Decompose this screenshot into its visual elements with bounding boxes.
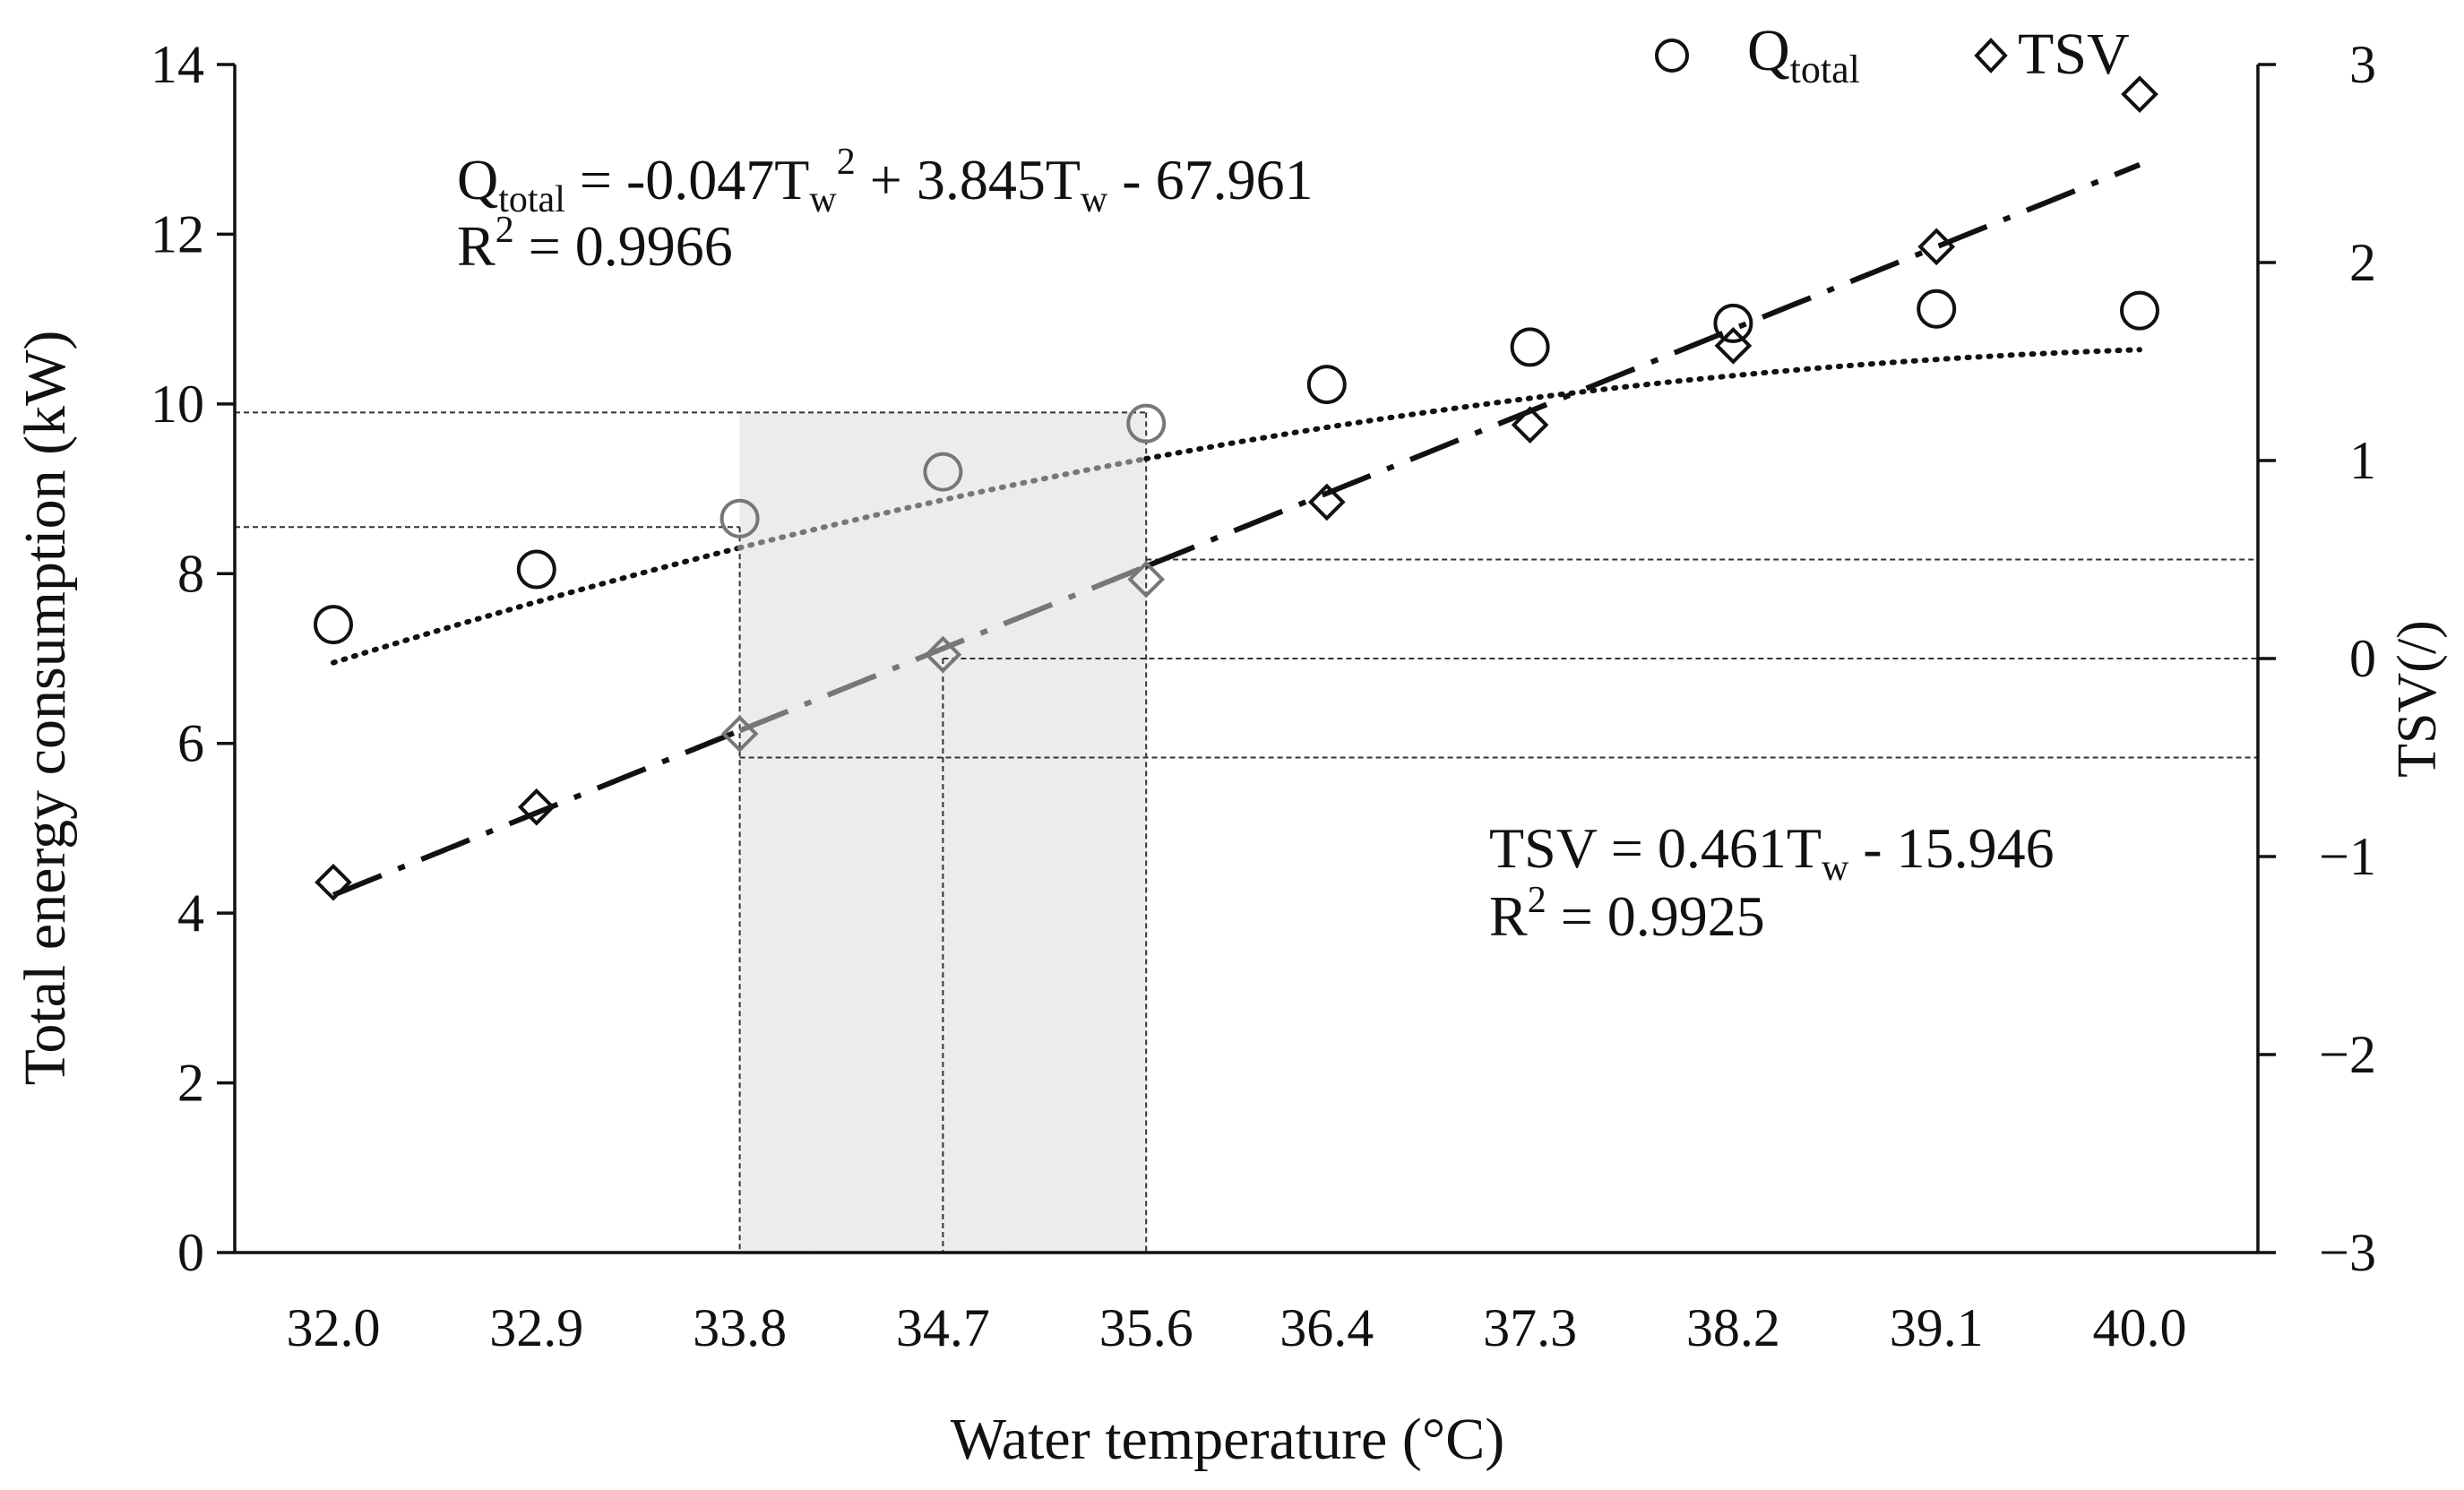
tsv-point <box>314 863 352 901</box>
q-eq-symbol: Q <box>457 148 498 211</box>
q-r-squared: R2 = 0.9966 <box>457 210 733 278</box>
tsv-point <box>517 788 556 826</box>
y-tick-label: 14 <box>151 35 204 94</box>
y-axis-title: Total energy consumption (kW) <box>13 331 78 1086</box>
q-eq-w2: w <box>1081 179 1108 220</box>
y2-tick-label: −3 <box>2319 1223 2376 1282</box>
q-r2-sup: 2 <box>495 210 514 251</box>
tsv-r2-value: = 0.9925 <box>1546 884 1765 948</box>
q-regression-equation: Qtotal = -0.047Tw2 + 3.845Tw - 67.961 <box>457 142 1314 220</box>
x-tick-label: 39.1 <box>1890 1298 1984 1357</box>
tsv-regression-equation: TSV = 0.461Tw - 15.946 <box>1489 816 2055 889</box>
q-total-point <box>1713 303 1753 343</box>
reference-lines-layer <box>235 411 2258 1253</box>
tsv-point <box>2121 75 2158 113</box>
x-tick-label: 35.6 <box>1099 1298 1193 1357</box>
q-trendline-right <box>1143 347 2142 461</box>
legend-q-symbol: Q <box>1747 18 1790 83</box>
q-trendline-band <box>737 455 1150 551</box>
legend-tsv-label: TSV <box>2018 22 2130 87</box>
y-tick-label: 2 <box>177 1054 204 1113</box>
q-total-point <box>516 549 556 590</box>
legend-circle-marker <box>1655 39 1689 73</box>
y2-tick-label: 2 <box>2349 233 2376 292</box>
x-tick-label: 38.2 <box>1686 1298 1780 1357</box>
q-total-point <box>314 605 353 645</box>
q-eq-part2: + 3.845T <box>856 148 1081 211</box>
tsv-trendline-left <box>332 728 741 898</box>
y2-tick-label: 1 <box>2349 431 2376 490</box>
q-eq-part1: = -0.047T <box>565 148 810 211</box>
x-tick-label: 40.0 <box>2093 1298 2187 1357</box>
tsv-trendline-band <box>738 564 1148 734</box>
x-tick-label: 32.0 <box>287 1298 381 1357</box>
q-total-point <box>923 452 963 492</box>
x-tick-label: 37.3 <box>1483 1298 1577 1357</box>
q-r2-symbol: R <box>457 214 495 278</box>
y2-tick-label: 0 <box>2349 629 2376 688</box>
tsv-point <box>1511 406 1549 444</box>
tsv-r-squared: R2 = 0.9925 <box>1489 880 1765 948</box>
tsv-point <box>1714 326 1753 365</box>
q-trendline-left <box>331 545 743 666</box>
q-r2-value: = 0.9966 <box>514 214 733 278</box>
y-tick-label: 12 <box>151 204 204 263</box>
q-eq-sup: 2 <box>837 142 856 183</box>
q-total-point <box>1510 327 1550 367</box>
q-eq-w1: w <box>809 179 837 220</box>
q-total-point <box>1306 365 1347 405</box>
q-total-point <box>1917 289 1957 329</box>
tsv-r2-symbol: R <box>1489 884 1528 948</box>
y-tick-label: 8 <box>177 544 204 603</box>
tsv-trendline-right <box>1145 162 2141 569</box>
x-tick-label: 32.9 <box>489 1298 583 1357</box>
markers-layer <box>314 75 2159 901</box>
y2-tick-label: −1 <box>2319 827 2376 886</box>
x-tick-label: 34.7 <box>896 1298 990 1357</box>
tsv-point <box>1307 483 1346 521</box>
trendlines-layer <box>331 162 2142 898</box>
legend-q-label: Qtotal <box>1747 18 1860 91</box>
y-tick-label: 6 <box>177 714 204 773</box>
q-total-point <box>2120 290 2159 331</box>
x-axis-title: Water temperature (°C) <box>951 1407 1504 1472</box>
y-tick-label: 4 <box>177 883 204 943</box>
y-tick-label: 10 <box>151 375 204 434</box>
tsv-point <box>924 635 962 674</box>
q-total-point <box>1126 403 1167 444</box>
tsv-eq-part1: TSV = 0.461T <box>1489 816 1822 880</box>
legend-diamond-marker <box>1974 38 2008 73</box>
y2-tick-label: −2 <box>2319 1025 2376 1084</box>
q-total-point <box>719 498 760 538</box>
y2-tick-label: 3 <box>2349 35 2376 94</box>
tsv-point <box>1127 560 1166 599</box>
x-tick-label: 36.4 <box>1279 1298 1374 1357</box>
legend-q-subscript: total <box>1790 47 1860 91</box>
y-tick-label: 0 <box>177 1223 204 1282</box>
q-eq-subscript: total <box>498 179 565 220</box>
y2-axis-title: TSV(/) <box>2387 620 2448 778</box>
tsv-eq-part2: - 15.946 <box>1848 816 2054 880</box>
tsv-eq-w: w <box>1822 848 1849 889</box>
q-eq-part3: - 67.961 <box>1107 148 1313 211</box>
tsv-point <box>720 715 759 753</box>
tsv-point <box>1917 228 1956 266</box>
x-tick-label: 33.8 <box>693 1298 787 1357</box>
legend: Qtotal TSV <box>1655 18 2130 91</box>
tsv-r2-sup: 2 <box>1528 880 1546 921</box>
